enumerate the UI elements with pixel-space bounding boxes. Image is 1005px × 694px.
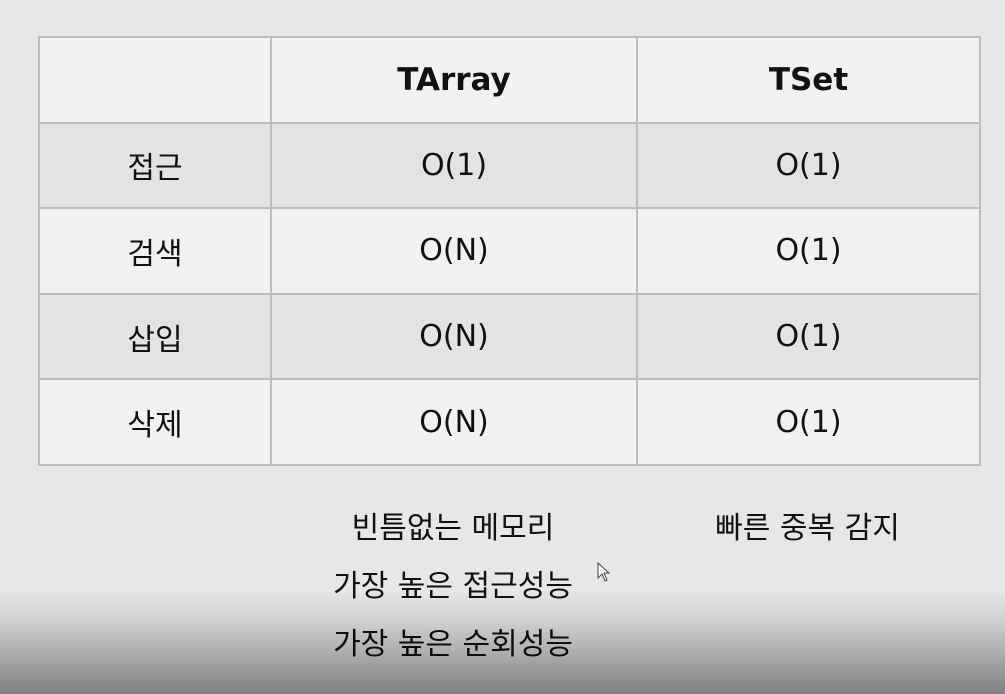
row-label-search: 검색 <box>38 207 272 295</box>
cell-tset-access: O(1) <box>636 121 981 210</box>
cell-tarray-access: O(1) <box>270 121 638 210</box>
tarray-notes: 빈틈없는 메모리 가장 높은 접근성능 가장 높은 순회성능 <box>270 500 636 674</box>
cell-tset-search: O(1) <box>636 207 981 295</box>
table-row: 검색 O(N) O(1) <box>38 207 981 295</box>
table-row: 접근 O(1) O(1) <box>38 121 981 210</box>
cell-tarray-delete: O(N) <box>270 378 638 466</box>
tset-notes: 빠른 중복 감지 <box>636 500 979 558</box>
tarray-note-3: 가장 높은 순회성능 <box>333 627 573 662</box>
table-row: 삽입 O(N) O(1) <box>38 292 981 381</box>
cell-tset-insert: O(1) <box>636 292 981 381</box>
row-label-insert: 삽입 <box>38 292 272 381</box>
row-label-access: 접근 <box>38 121 272 210</box>
header-corner-cell <box>38 36 272 124</box>
table-header-row: TArray TSet <box>38 36 981 124</box>
tset-note-1: 빠른 중복 감지 <box>715 511 900 546</box>
row-label-delete: 삭제 <box>38 378 272 466</box>
cell-tarray-insert: O(N) <box>270 292 638 381</box>
mouse-pointer-icon <box>597 562 611 582</box>
table-row: 삭제 O(N) O(1) <box>38 378 981 466</box>
tarray-note-2: 가장 높은 접근성능 <box>333 569 573 604</box>
cell-tarray-search: O(N) <box>270 207 638 295</box>
header-tset: TSet <box>636 36 981 124</box>
header-tarray: TArray <box>270 36 638 124</box>
comparison-table: TArray TSet 접근 O(1) O(1) 검색 O(N) O(1) 삽입… <box>38 36 981 466</box>
tarray-note-1: 빈틈없는 메모리 <box>351 511 555 546</box>
cell-tset-delete: O(1) <box>636 378 981 466</box>
